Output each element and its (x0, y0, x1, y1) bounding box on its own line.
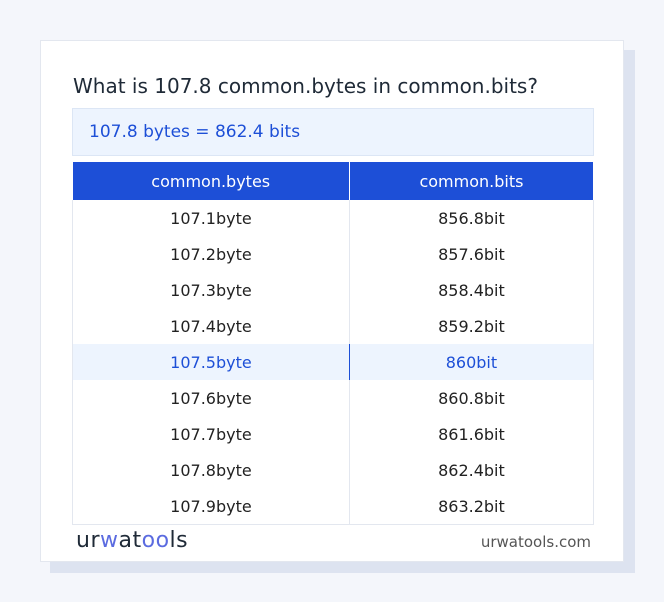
table-cell: 859.2bit (348, 308, 595, 344)
table-cell: 107.3byte (72, 272, 350, 308)
table-row: 107.7byte 861.6bit (72, 416, 595, 452)
table-cell: 107.7byte (72, 416, 350, 452)
table-cell: 862.4bit (348, 452, 595, 488)
table-cell: 856.8bit (348, 200, 595, 236)
answer-box: 107.8 bytes = 862.4 bits (72, 108, 594, 156)
column-header: common.bits (349, 162, 595, 200)
table-cell: 863.2bit (348, 488, 595, 525)
table-cell: 107.6byte (72, 380, 350, 416)
table-cell: 107.8byte (72, 452, 350, 488)
table-cell: 107.2byte (72, 236, 350, 272)
table-row: 107.9byte 863.2bit (72, 488, 595, 525)
table-cell: 857.6bit (348, 236, 595, 272)
table-row: 107.1byte 856.8bit (72, 200, 595, 236)
table-cell: 107.4byte (72, 308, 350, 344)
converter-card: What is 107.8 common.bytes in common.bit… (40, 40, 624, 562)
table-row: 107.2byte 857.6bit (72, 236, 595, 272)
table-cell: 107.5byte (72, 344, 350, 380)
page-title: What is 107.8 common.bytes in common.bit… (73, 74, 538, 98)
table-cell: 107.9byte (72, 488, 350, 525)
table-cell: 858.4bit (348, 272, 595, 308)
table-cell: 107.1byte (72, 200, 350, 236)
table-row: 107.4byte 859.2bit (72, 308, 595, 344)
urwatools-logo[interactable]: urwatools (76, 528, 189, 553)
table-cell: 860.8bit (348, 380, 595, 416)
table-row: 107.8byte 862.4bit (72, 452, 595, 488)
table-cell: 861.6bit (348, 416, 595, 452)
table-row: 107.5byte 860bit (72, 344, 595, 380)
table-cell: 860bit (348, 344, 595, 380)
site-link[interactable]: urwatools.com (480, 533, 591, 551)
column-header: common.bytes (72, 162, 350, 200)
table-row: 107.3byte 858.4bit (72, 272, 595, 308)
conversion-table: common.bytes common.bits 107.1byte 856.8b… (72, 162, 595, 525)
table-row: 107.6byte 860.8bit (72, 380, 595, 416)
